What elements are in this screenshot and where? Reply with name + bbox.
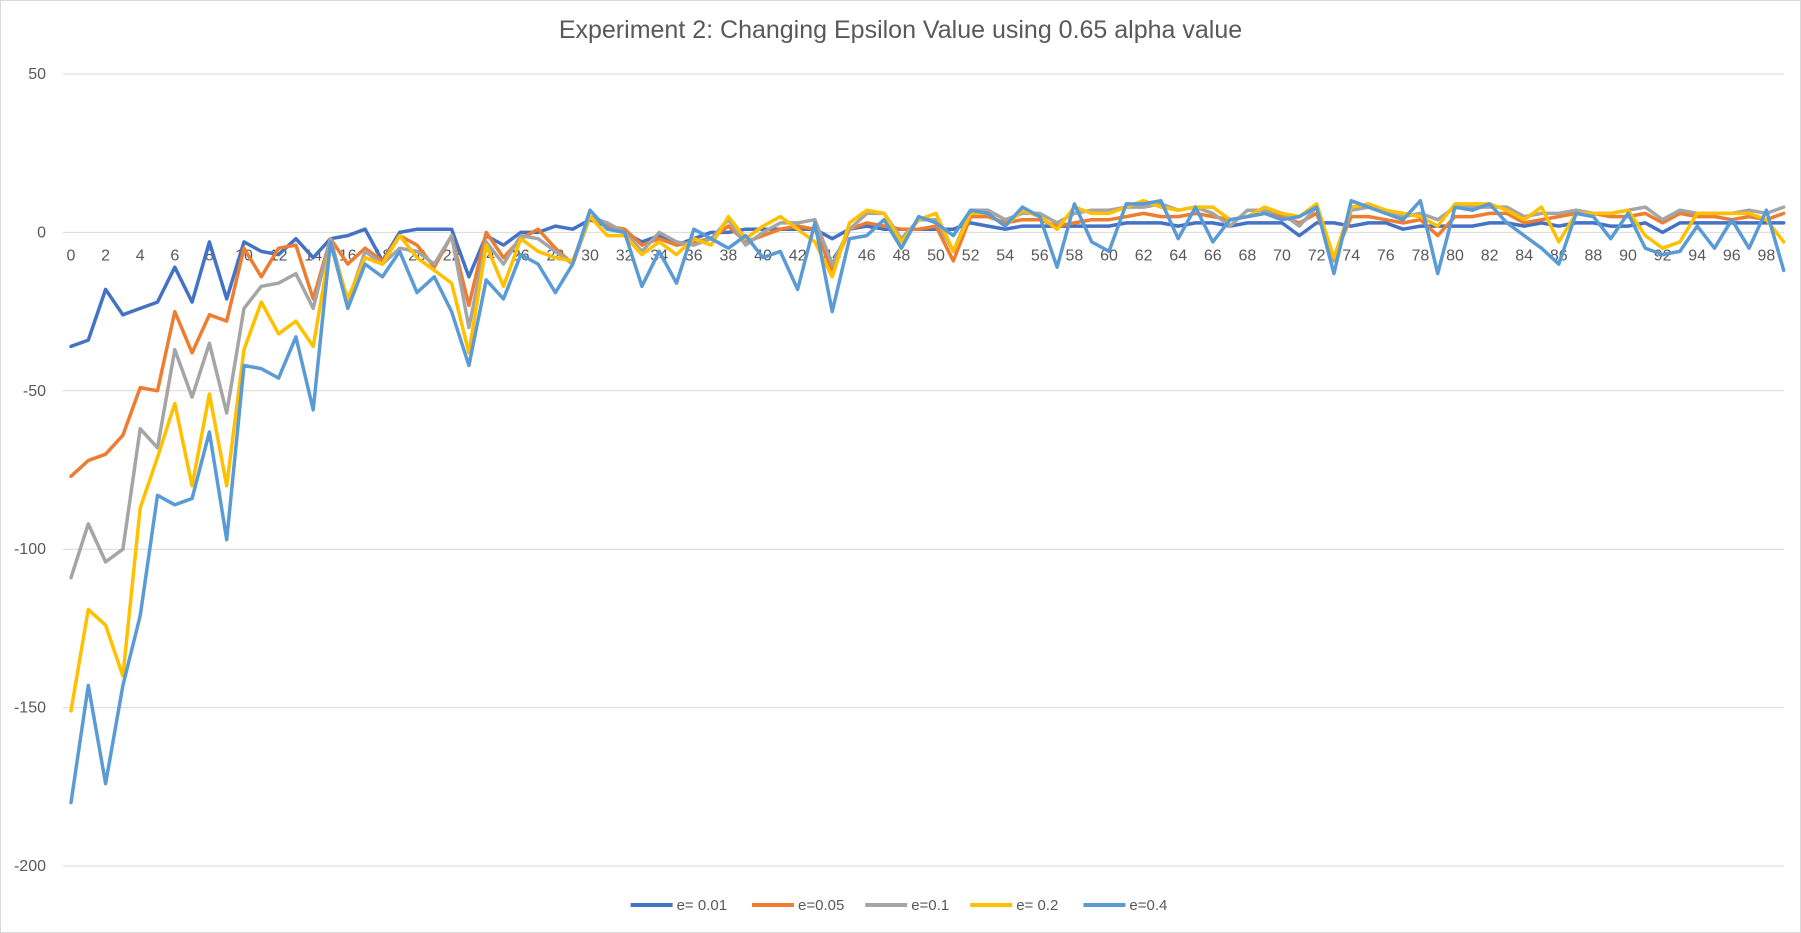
x-tick-label: 98 — [1758, 247, 1776, 264]
legend: e= 0.01 e=0.05 e=0.1 e= 0.2 e=0.4 — [630, 897, 1167, 914]
x-tick-label: 82 — [1481, 247, 1499, 264]
x-tick-label: 58 — [1066, 247, 1084, 264]
gridlines — [63, 73, 1784, 867]
legend-item-2: e=0.1 — [865, 897, 949, 914]
x-tick-label: 70 — [1273, 247, 1291, 264]
y-tick-label: -150 — [14, 700, 46, 717]
x-tick-label: 94 — [1688, 247, 1706, 264]
x-tick-label: 80 — [1446, 247, 1464, 264]
x-tick-label: 42 — [789, 247, 807, 264]
x-tick-label: 60 — [1100, 247, 1118, 264]
x-tick-label: 64 — [1169, 247, 1187, 264]
y-tick-label: 50 — [28, 66, 46, 83]
x-tick-label: 46 — [858, 247, 876, 264]
x-tick-label: 6 — [170, 247, 179, 264]
x-tick-label: 72 — [1308, 247, 1326, 264]
legend-item-4: e=0.4 — [1083, 897, 1167, 914]
series-line-4 — [69, 198, 1786, 805]
x-tick-label: 0 — [67, 247, 76, 264]
x-tick-label: 76 — [1377, 247, 1395, 264]
x-tick-label: 50 — [927, 247, 945, 264]
x-tick-label: 62 — [1135, 247, 1153, 264]
x-tick-label: 74 — [1342, 247, 1360, 264]
x-tick-label: 38 — [720, 247, 738, 264]
y-axis-labels: 50 0 -50 -100 -150 -200 — [14, 66, 46, 875]
legend-item-1: e=0.05 — [752, 897, 844, 914]
x-tick-label: 8 — [205, 247, 214, 264]
x-tick-label: 88 — [1585, 247, 1603, 264]
x-tick-label: 36 — [685, 247, 703, 264]
x-tick-label: 78 — [1412, 247, 1430, 264]
legend-item-0: e= 0.01 — [630, 897, 727, 914]
x-tick-label: 54 — [996, 247, 1014, 264]
series-lines — [69, 198, 1786, 805]
x-tick-label: 68 — [1239, 247, 1257, 264]
y-tick-label: -50 — [23, 383, 46, 400]
x-tick-label: 90 — [1619, 247, 1637, 264]
x-tick-label: 66 — [1204, 247, 1222, 264]
y-tick-label: -100 — [14, 541, 46, 558]
x-tick-label: 52 — [962, 247, 980, 264]
y-tick-label: 0 — [37, 224, 46, 241]
x-tick-label: 4 — [136, 247, 145, 264]
x-tick-label: 96 — [1723, 247, 1741, 264]
chart-title: Experiment 2: Changing Epsilon Value usi… — [558, 16, 1243, 44]
y-tick-label: -200 — [14, 858, 46, 875]
x-tick-label: 2 — [101, 247, 110, 264]
legend-label: e=0.05 — [798, 897, 844, 914]
x-tick-label: 84 — [1515, 247, 1533, 264]
x-tick-label: 30 — [581, 247, 599, 264]
legend-item-3: e= 0.2 — [970, 897, 1058, 914]
x-tick-label: 48 — [893, 247, 911, 264]
legend-label: e= 0.01 — [677, 897, 727, 914]
series-line-3 — [69, 198, 1786, 713]
legend-label: e= 0.2 — [1016, 897, 1058, 914]
legend-label: e=0.4 — [1129, 897, 1167, 914]
x-tick-label: 56 — [1031, 247, 1049, 264]
legend-label: e=0.1 — [911, 897, 949, 914]
